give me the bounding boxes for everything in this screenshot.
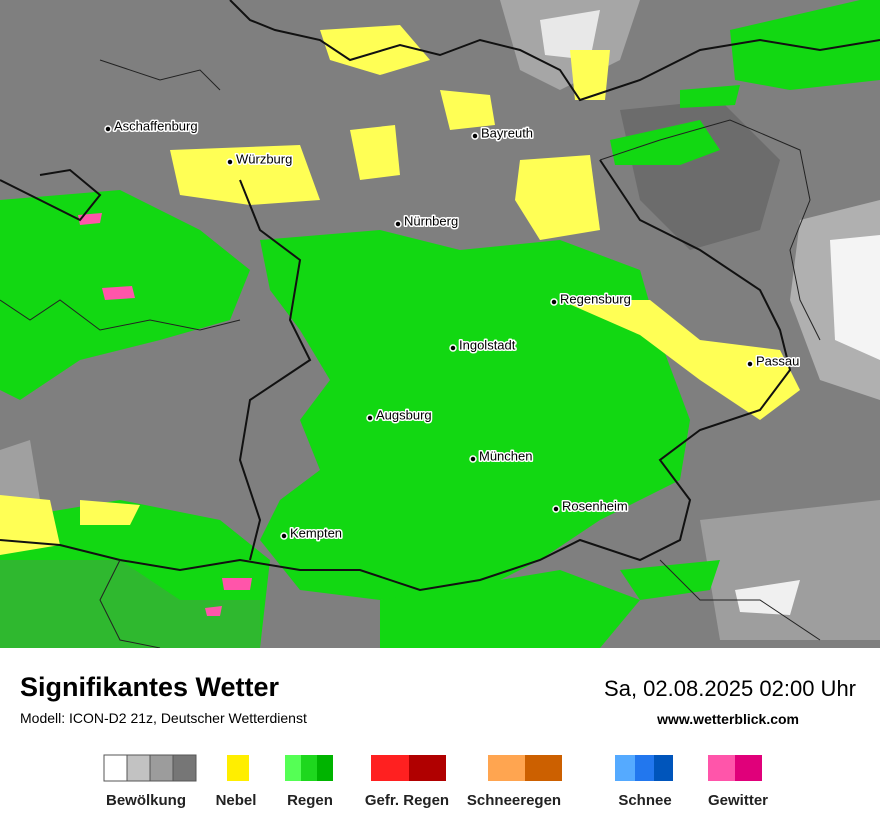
- city: München: [469, 447, 534, 465]
- city: Kempten: [280, 524, 344, 542]
- title: Signifikantes Wetter: [20, 672, 280, 702]
- legend-label: Schneeregen: [467, 792, 561, 809]
- city-label: Ingolstadt: [459, 337, 516, 352]
- thin-borders: [0, 59, 821, 648]
- footer: Signifikantes Wetter Modell: ICON-D2 21z…: [0, 648, 880, 830]
- city-dot: [552, 505, 560, 513]
- city: Ingolstadt: [449, 336, 517, 354]
- city: Passau: [746, 352, 801, 370]
- city-label: Aschaffenburg: [114, 118, 198, 133]
- city: Bayreuth: [471, 124, 535, 142]
- city-label: Bayreuth: [481, 125, 533, 140]
- city-dot: [394, 220, 402, 228]
- legend-labels: Bewölkung Nebel Regen Gefr. Regen Schneerege…: [106, 792, 768, 809]
- legend-label: Gefr. Regen: [365, 792, 449, 809]
- city: Nürnberg: [394, 212, 460, 230]
- city: Würzburg: [226, 150, 294, 168]
- city-label: Nürnberg: [404, 213, 458, 228]
- rain-heavy: [0, 560, 260, 648]
- city-label: Rosenheim: [562, 498, 628, 513]
- legend-label: Nebel: [216, 792, 257, 809]
- city-dot: [550, 298, 558, 306]
- city-dot: [746, 360, 754, 368]
- city-label: Regensburg: [560, 291, 631, 306]
- city-label: Würzburg: [236, 151, 292, 166]
- legend-label: Schnee: [618, 792, 671, 809]
- legend-label: Bewölkung: [106, 792, 186, 809]
- city-dot: [366, 414, 374, 422]
- city: Augsburg: [366, 406, 433, 424]
- borders: [0, 0, 880, 592]
- legend-label: Regen: [287, 792, 333, 809]
- city-dot: [226, 158, 234, 166]
- fog-areas: [0, 25, 800, 555]
- weather-map: Aschaffenburg Würzburg Bayreuth Nürnberg Reg…: [0, 0, 880, 648]
- city-dot: [469, 455, 477, 463]
- legend: Bewölkung Nebel Regen Gefr. Regen Schneerege…: [103, 754, 768, 809]
- city-labels: Aschaffenburg Würzburg Bayreuth Nürnberg Reg…: [104, 117, 801, 542]
- city-label: München: [479, 448, 532, 463]
- datetime: Sa, 02.08.2025 02:00 Uhr: [604, 676, 856, 701]
- city-dot: [104, 125, 112, 133]
- city-dot: [280, 532, 288, 540]
- city-dot: [471, 132, 479, 140]
- subtitle: Modell: ICON-D2 21z, Deutscher Wetterdie…: [20, 710, 307, 726]
- city-label: Kempten: [290, 525, 342, 540]
- city-label: Augsburg: [376, 407, 432, 422]
- website: www.wetterblick.com: [657, 711, 799, 727]
- city: Rosenheim: [552, 497, 629, 515]
- legend-swatches: [103, 754, 762, 782]
- city-dot: [449, 344, 457, 352]
- legend-label: Gewitter: [708, 792, 768, 809]
- city: Aschaffenburg: [104, 117, 199, 135]
- city-label: Passau: [756, 353, 799, 368]
- city: Regensburg: [550, 290, 632, 308]
